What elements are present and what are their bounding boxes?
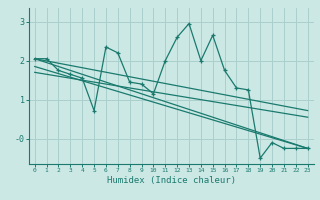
X-axis label: Humidex (Indice chaleur): Humidex (Indice chaleur)	[107, 176, 236, 185]
